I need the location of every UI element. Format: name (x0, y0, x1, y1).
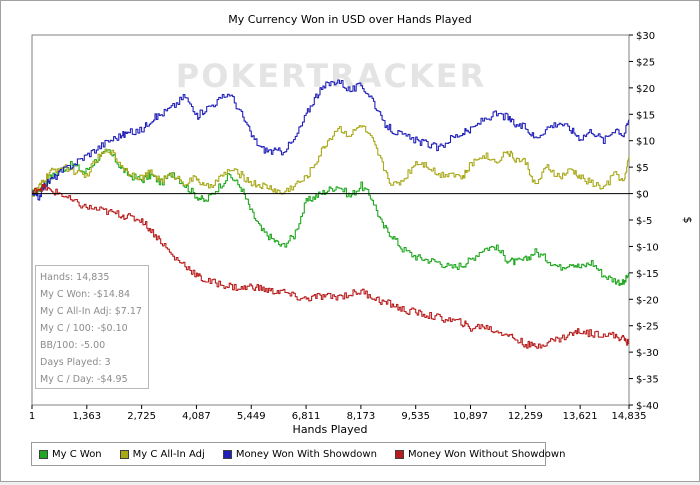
x-tick-label: 12,259 (508, 411, 543, 422)
series-line (32, 124, 630, 197)
y-axis: $30 $25 $20 $15 $10 $5 $0 $-5 $-10 $-15 $-20 $-25 $-… (629, 31, 659, 412)
y-tick-label: $20 (636, 84, 655, 95)
x-tick-label: 5,449 (237, 411, 266, 422)
y-tick-label: $10 (636, 137, 655, 148)
x-tick-label: 10,897 (453, 411, 488, 422)
y-tick-label: $-5 (636, 216, 652, 227)
x-axis-label: Hands Played (293, 423, 368, 436)
y-tick-label: $-40 (636, 401, 659, 412)
y-axis-label: $ (681, 217, 694, 224)
x-axis: 1 1,363 2,725 4,087 5,449 6,811 8,173 9,535 10,8… (29, 405, 647, 422)
x-tick-label: 1,363 (72, 411, 101, 422)
stat-per-100: My C / 100: -$0.10 (40, 323, 128, 334)
y-tick-label: $25 (636, 57, 655, 68)
legend-item-with-showdown: Money Won With Showdown (222, 448, 377, 460)
stat-days-played: Days Played: 3 (40, 357, 111, 368)
y-tick-label: $30 (636, 31, 655, 42)
legend-item-my-c-won: My C Won (39, 449, 102, 460)
legend-swatch (394, 449, 404, 459)
stat-won: My C Won: -$14.84 (40, 289, 131, 300)
stat-hands: Hands: 14,835 (40, 272, 110, 283)
legend-item-all-in-adj: My C All-In Adj (119, 448, 205, 460)
x-tick-label: 13,621 (563, 411, 598, 422)
x-tick-label: 6,811 (292, 411, 321, 422)
stat-bb-100: BB/100: -5.00 (40, 340, 106, 351)
legend-item-without-showdown: Money Won Without Showdown (394, 448, 566, 460)
chart-title: My Currency Won in USD over Hands Played (228, 13, 471, 26)
legend-label: My C Won (52, 448, 102, 460)
legend: My C Won My C All-In Adj Money Won With … (31, 442, 565, 466)
x-tick-label: 14,835 (612, 411, 647, 422)
legend-label: Money Won Without Showdown (407, 448, 566, 460)
legend-label: Money Won With Showdown (235, 448, 377, 460)
stats-box: Hands: 14,835 My C Won: -$14.84 My C All… (35, 265, 149, 389)
y-tick-label: $-20 (636, 295, 659, 306)
legend-label: My C All-In Adj (132, 448, 205, 460)
legend-swatch (222, 449, 232, 459)
legend-swatch (39, 449, 48, 459)
legend-swatch (119, 449, 129, 459)
y-tick-label: $15 (636, 110, 655, 121)
x-tick-label: 8,173 (347, 411, 376, 422)
y-tick-label: $-30 (636, 348, 659, 359)
y-tick-label: $5 (636, 163, 649, 174)
series-line (32, 183, 630, 349)
stat-per-day: My C / Day: -$4.95 (40, 374, 128, 385)
watermark: POKERTRACKER (176, 57, 487, 95)
y-tick-label: $-35 (636, 375, 659, 386)
stat-allin-adj: My C All-In Adj: $7.17 (40, 306, 142, 317)
x-tick-label: 9,535 (401, 411, 430, 422)
y-tick-label: $-15 (636, 269, 659, 280)
x-tick-label: 4,087 (182, 411, 211, 422)
y-tick-label: $-10 (636, 242, 659, 253)
x-tick-label: 1 (29, 411, 35, 422)
series-line (32, 79, 630, 201)
x-tick-label: 2,725 (127, 411, 156, 422)
y-tick-label: $0 (636, 190, 649, 201)
y-tick-label: $-25 (636, 322, 659, 333)
